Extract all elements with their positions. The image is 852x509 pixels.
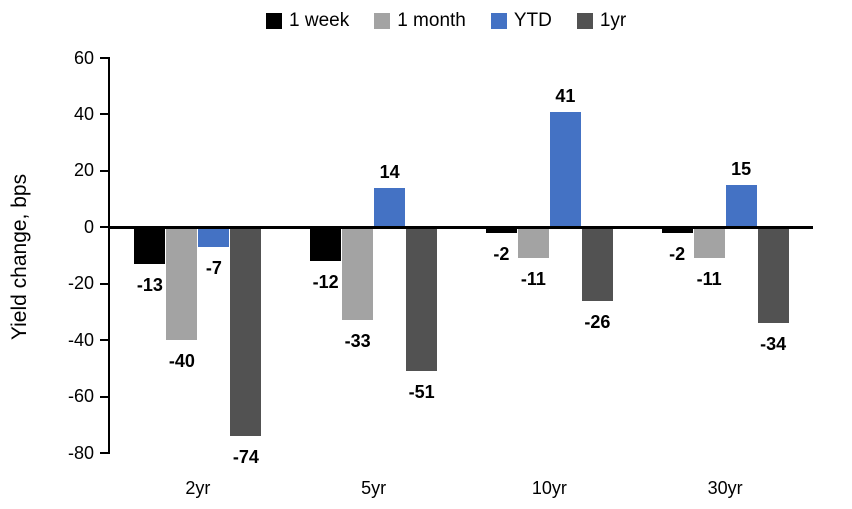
value-label-1-month-30yr: -11 bbox=[696, 269, 722, 290]
legend-swatch-1yr bbox=[576, 12, 593, 29]
y-tick bbox=[100, 395, 110, 398]
y-tick bbox=[100, 169, 110, 172]
y-tick-label: 20 bbox=[73, 160, 94, 181]
legend-label-1-week: 1 week bbox=[289, 10, 350, 31]
zero-line bbox=[108, 225, 813, 229]
legend-swatch-ytd bbox=[490, 12, 507, 29]
bar-1yr-10yr bbox=[581, 227, 613, 301]
chart-legend: 1 week 1 month YTD 1yr bbox=[266, 11, 626, 30]
y-tick-label: 0 bbox=[83, 216, 94, 237]
bar-1yr-30yr bbox=[757, 227, 789, 324]
value-label-1-month-5yr: -33 bbox=[344, 331, 371, 352]
bar-1yr-5yr bbox=[406, 227, 438, 372]
value-label-1-month-10yr: -11 bbox=[520, 269, 546, 290]
legend-swatch-1-month bbox=[374, 12, 391, 29]
y-tick-label: -60 bbox=[67, 386, 94, 407]
y-axis-line bbox=[108, 57, 110, 454]
y-tick bbox=[100, 226, 110, 229]
bar-1yr-2yr bbox=[230, 227, 262, 437]
value-label-1yr-10yr: -26 bbox=[584, 311, 611, 332]
legend-item-1-week: 1 week bbox=[266, 11, 349, 30]
value-label-ytd-10yr: 41 bbox=[555, 85, 576, 106]
value-label-ytd-2yr: -7 bbox=[205, 258, 222, 279]
value-label-1-week-10yr: -2 bbox=[493, 243, 510, 264]
y-axis-title: Yield change, bps bbox=[8, 173, 31, 341]
bar-1-week-2yr bbox=[134, 227, 166, 264]
y-tick-label: -80 bbox=[67, 442, 94, 463]
legend-item-1-month: 1 month bbox=[374, 11, 466, 30]
bar-ytd-10yr bbox=[549, 111, 581, 228]
bar-ytd-2yr bbox=[198, 227, 230, 248]
y-tick bbox=[100, 339, 110, 342]
x-category-label-30yr: 30yr bbox=[707, 478, 743, 498]
bar-1-week-10yr bbox=[485, 227, 517, 233]
x-category-label-5yr: 5yr bbox=[361, 478, 387, 498]
value-label-ytd-5yr: 14 bbox=[379, 161, 400, 182]
value-label-1yr-5yr: -51 bbox=[408, 382, 435, 403]
bar-1-month-5yr bbox=[342, 227, 374, 321]
value-label-1-week-2yr: -13 bbox=[136, 274, 163, 295]
value-label-ytd-30yr: 15 bbox=[731, 158, 752, 179]
value-label-1yr-30yr: -34 bbox=[760, 334, 787, 355]
legend-swatch-1-week bbox=[266, 12, 282, 29]
bar-1-month-30yr bbox=[693, 227, 725, 259]
y-tick-label: 40 bbox=[73, 103, 94, 124]
y-tick bbox=[100, 113, 110, 116]
x-category-label-10yr: 10yr bbox=[531, 478, 567, 498]
bar-1-week-5yr bbox=[310, 227, 342, 262]
y-tick bbox=[100, 452, 110, 454]
value-label-1-week-5yr: -12 bbox=[312, 272, 339, 293]
y-tick-label: -40 bbox=[67, 329, 94, 350]
bar-ytd-30yr bbox=[725, 184, 757, 228]
value-label-1-week-30yr: -2 bbox=[669, 243, 686, 264]
y-tick-label: -20 bbox=[67, 273, 94, 294]
value-label-1yr-2yr: -74 bbox=[232, 447, 259, 468]
legend-item-ytd: YTD bbox=[490, 10, 552, 31]
bar-1-month-2yr bbox=[166, 227, 198, 341]
legend-label-1-month: 1 month bbox=[397, 10, 466, 31]
y-tick bbox=[100, 282, 110, 285]
legend-item-1yr: 1yr bbox=[576, 10, 627, 31]
bar-1-month-10yr bbox=[517, 227, 549, 259]
value-label-1-month-2yr: -40 bbox=[168, 351, 195, 372]
bar-1-week-30yr bbox=[661, 227, 693, 233]
legend-label-1yr: 1yr bbox=[599, 10, 627, 31]
y-tick-label: 60 bbox=[73, 47, 94, 68]
bar-ytd-5yr bbox=[374, 187, 406, 228]
x-category-label-2yr: 2yr bbox=[185, 478, 211, 498]
y-tick bbox=[100, 57, 110, 59]
legend-label-ytd: YTD bbox=[513, 10, 552, 31]
